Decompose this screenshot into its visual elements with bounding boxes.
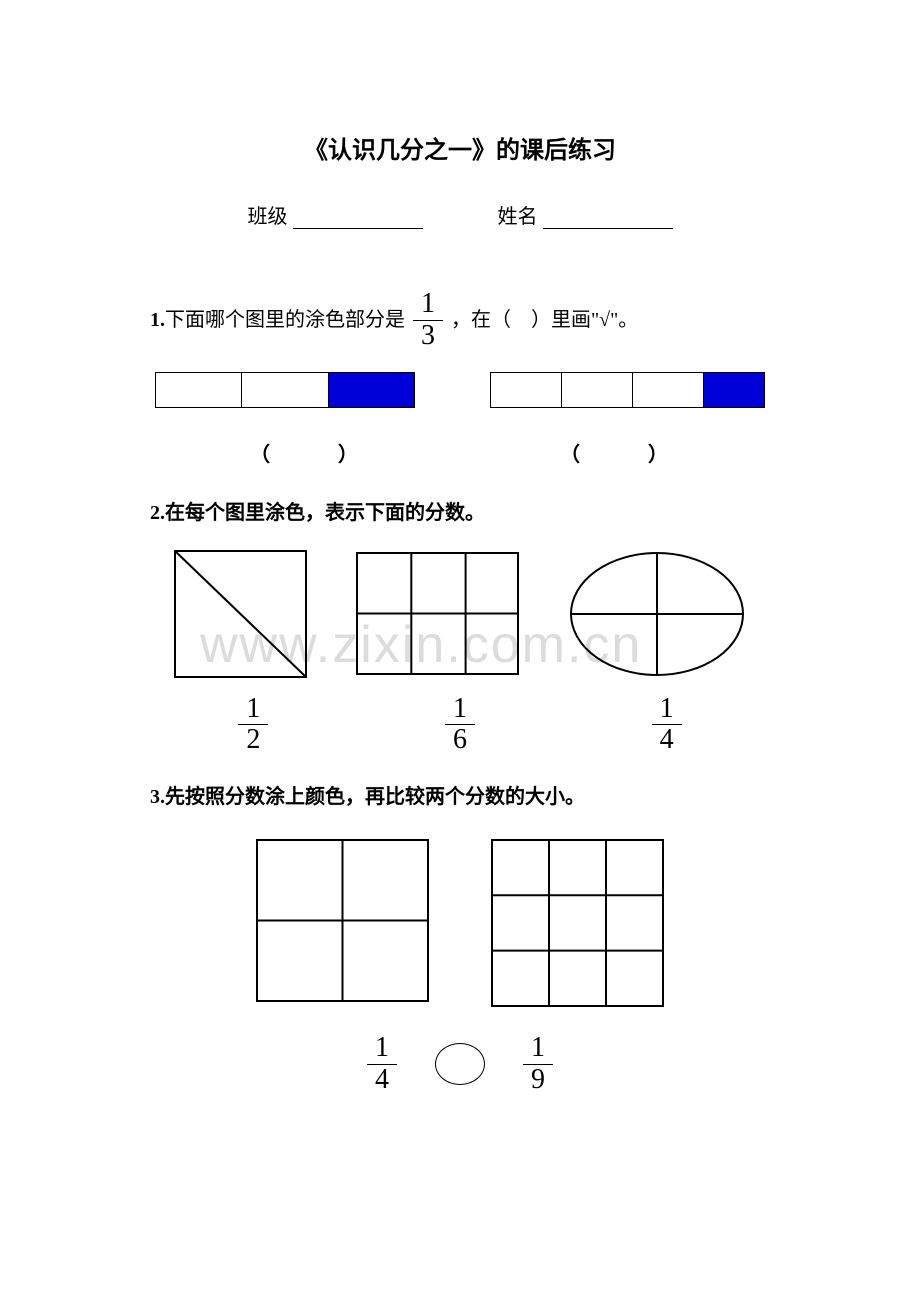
page-title: 《认识几分之一》的课后练习 [150, 130, 770, 165]
question-3: 3.先按照分数涂上颜色，再比较两个分数的大小。 [150, 781, 770, 813]
q1-number: 1. [150, 304, 165, 336]
q3-figures-row [150, 838, 770, 1008]
q1-figures-row [150, 372, 770, 408]
q1-bar-a-cell-1 [156, 373, 242, 407]
q1-bar-a [155, 372, 415, 408]
q2-grid-2x3 [355, 551, 520, 676]
q1-bar-b-cell-3 [633, 373, 704, 407]
q1-bar-a-cell-3-filled [329, 373, 414, 407]
q2-fraction-3: 1 4 [652, 694, 682, 757]
q3-f1-den: 4 [367, 1065, 397, 1096]
q3-grid-2x2 [255, 838, 430, 1003]
q1-bar-b [490, 372, 765, 408]
q3-fraction-2: 1 9 [523, 1033, 553, 1096]
q3-f2-num: 1 [523, 1033, 553, 1065]
q2-labels-row: 1 2 1 6 1 4 [150, 694, 770, 757]
q2-f1-num: 1 [238, 694, 268, 726]
q1-bar-a-group [155, 372, 415, 408]
q2-number: 2. [150, 502, 165, 524]
question-1: 1. 下面哪个图里的涂色部分是 1 3 ，在（ ）里画"√"。 [150, 289, 770, 352]
name-blank[interactable] [543, 228, 673, 229]
q2-ellipse-quadrants [567, 549, 747, 679]
q1-fraction: 1 3 [413, 289, 443, 352]
student-info-line: 班级 姓名 [150, 200, 770, 229]
q2-text: 在每个图里涂色，表示下面的分数。 [165, 502, 485, 524]
q1-frac-num: 1 [413, 289, 443, 321]
q2-fraction-1: 1 2 [238, 694, 268, 757]
question-2: 2.在每个图里涂色，表示下面的分数。 [150, 497, 770, 529]
q1-text-after: ，在（ ）里画"√"。 [451, 304, 638, 336]
q3-f1-num: 1 [367, 1033, 397, 1065]
q3-fraction-1: 1 4 [367, 1033, 397, 1096]
q1-bar-a-cell-2 [242, 373, 328, 407]
name-label: 姓名 [498, 200, 538, 229]
q1-bar-b-group [490, 372, 765, 408]
q2-f2-num: 1 [445, 694, 475, 726]
q1-paren-b[interactable]: （ ） [560, 438, 670, 467]
q2-f3-den: 4 [652, 725, 682, 756]
q3-f2-den: 9 [523, 1065, 553, 1096]
q2-figures-row [150, 549, 770, 679]
q3-compare-row: 1 4 1 9 [150, 1033, 770, 1096]
q3-text: 先按照分数涂上颜色，再比较两个分数的大小。 [165, 786, 585, 808]
q1-bar-b-cell-4-filled [704, 373, 764, 407]
q1-text-before: 下面哪个图里的涂色部分是 [165, 304, 405, 336]
q1-bar-b-cell-2 [562, 373, 633, 407]
q1-parens-row: （ ） （ ） [150, 438, 770, 467]
q3-grid-3x3 [490, 838, 665, 1008]
q2-fraction-2: 1 6 [445, 694, 475, 757]
q2-f3-num: 1 [652, 694, 682, 726]
class-label: 班级 [248, 200, 288, 229]
q2-square-diagonal [173, 549, 308, 679]
class-blank[interactable] [293, 228, 423, 229]
q2-f1-den: 2 [238, 725, 268, 756]
worksheet-page: 《认识几分之一》的课后练习 班级 姓名 1. 下面哪个图里的涂色部分是 1 3 … [0, 0, 920, 1096]
q1-bar-b-cell-1 [491, 373, 562, 407]
q1-frac-den: 3 [413, 321, 443, 352]
q3-number: 3. [150, 786, 165, 808]
q2-f2-den: 6 [445, 725, 475, 756]
q1-paren-a[interactable]: （ ） [250, 438, 360, 467]
q3-compare-circle[interactable] [435, 1043, 485, 1085]
